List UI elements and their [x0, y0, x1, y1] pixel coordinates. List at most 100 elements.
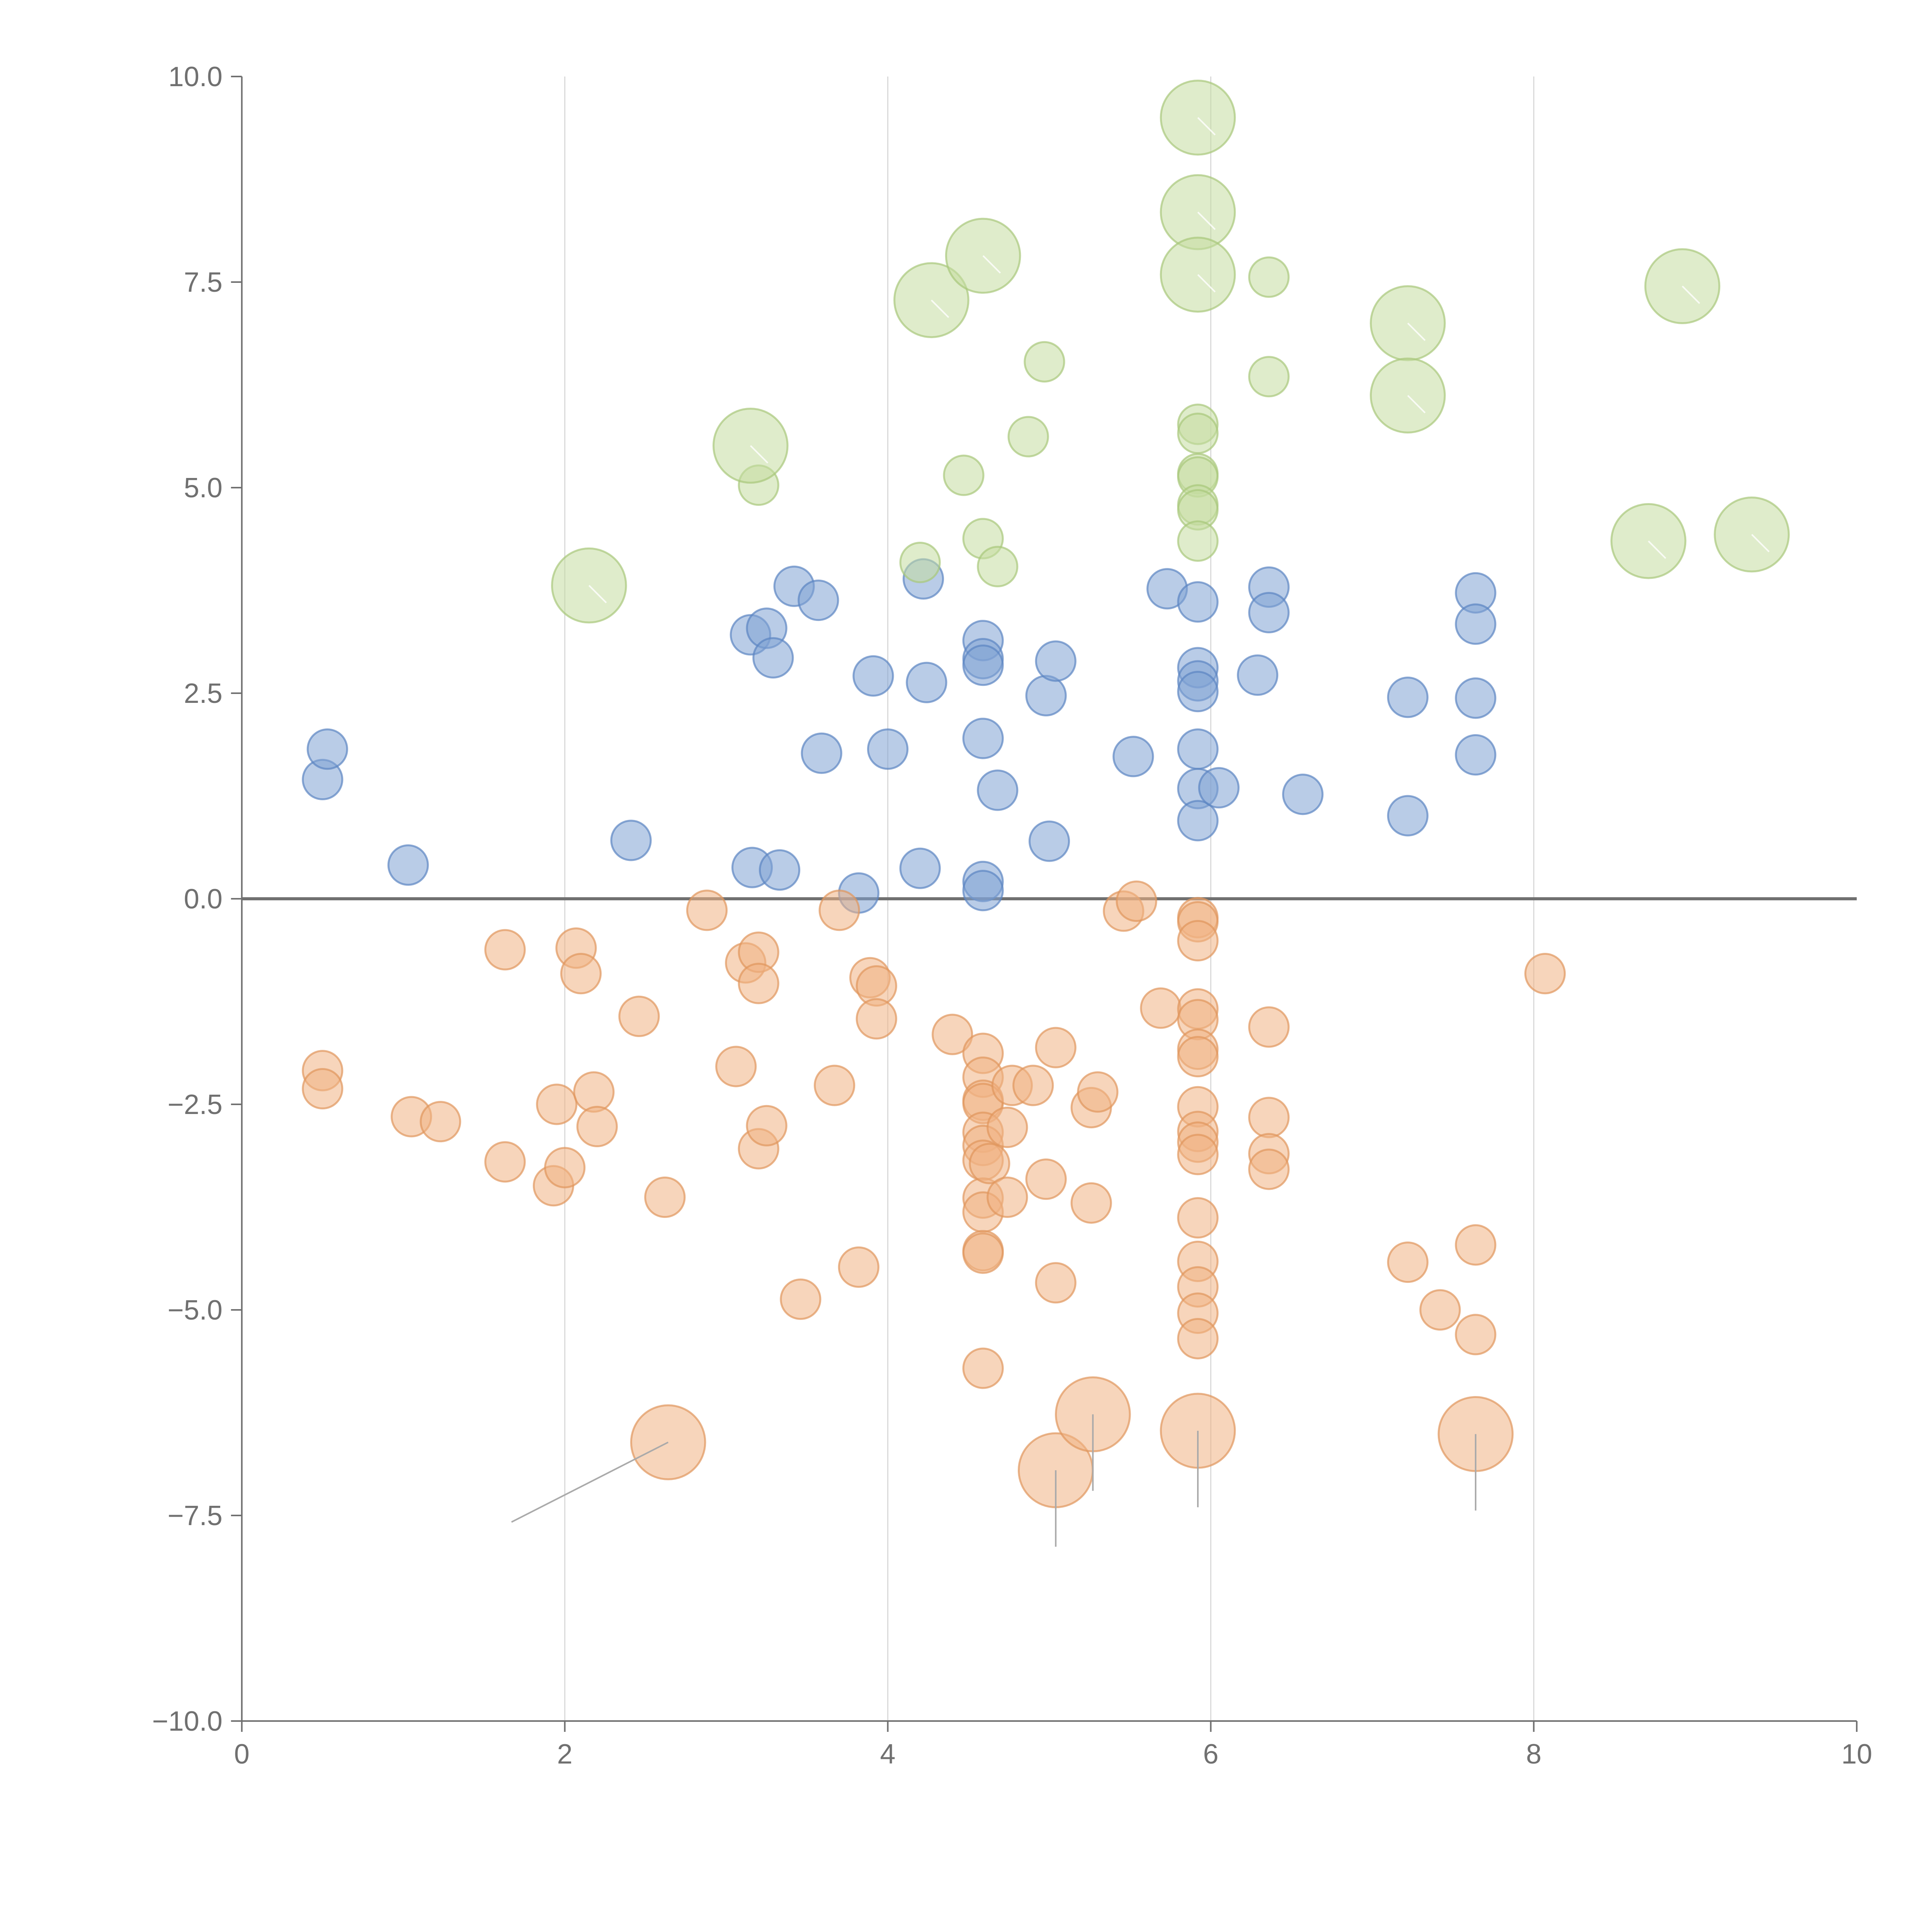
data-point-orange	[484, 929, 526, 971]
leader-line	[931, 299, 949, 318]
data-point-orange	[814, 1065, 855, 1106]
leader-line	[1407, 395, 1426, 413]
x-tick-label: 10	[1841, 1739, 1872, 1770]
data-point-blue	[1282, 774, 1324, 815]
data-point-orange	[986, 1176, 1028, 1218]
data-point-orange	[1035, 1027, 1077, 1068]
data-point-green	[899, 542, 941, 583]
data-point-orange	[962, 1232, 1004, 1274]
data-point-blue	[798, 579, 839, 621]
data-point-blue	[977, 769, 1019, 811]
data-point-blue	[801, 732, 842, 774]
data-point-blue	[1455, 734, 1497, 776]
leader-line	[1197, 117, 1216, 136]
leader-line	[1648, 540, 1667, 559]
data-point-blue	[1177, 581, 1219, 623]
data-point-orange	[536, 1083, 578, 1125]
y-tick-label: 2.5	[184, 678, 223, 709]
data-point-blue	[852, 655, 894, 697]
axes-layer	[231, 75, 1858, 1732]
data-point-blue	[1237, 654, 1279, 696]
data-point-orange	[686, 889, 728, 931]
data-point-green	[1248, 256, 1290, 298]
data-point-orange	[986, 1106, 1028, 1148]
data-point-orange	[1177, 920, 1219, 962]
data-point-orange	[1248, 1148, 1290, 1190]
data-point-blue	[1455, 603, 1497, 645]
data-point-orange	[302, 1068, 344, 1110]
data-point-blue	[906, 662, 947, 703]
data-point-orange	[1177, 1197, 1219, 1239]
data-point-orange	[715, 1046, 757, 1087]
data-point-orange	[838, 1246, 879, 1288]
data-point-orange	[1419, 1289, 1461, 1331]
data-point-orange	[544, 1147, 586, 1189]
data-point-green	[1644, 248, 1721, 324]
data-point-orange	[1177, 1134, 1219, 1175]
data-point-orange	[932, 1014, 973, 1055]
data-point-orange	[1177, 1318, 1219, 1360]
data-point-blue	[387, 844, 429, 886]
data-point-orange	[780, 1278, 821, 1320]
data-point-blue	[1248, 592, 1290, 634]
data-point-blue	[1035, 640, 1077, 682]
leader-line	[750, 445, 769, 464]
data-point-orange	[560, 953, 602, 995]
y-tick-label: 10.0	[168, 61, 223, 92]
x-tick-label: 2	[557, 1739, 573, 1770]
data-point-blue	[1387, 795, 1429, 837]
data-point-orange	[855, 998, 897, 1040]
data-point-green	[1024, 341, 1065, 383]
x-tick-label: 8	[1526, 1739, 1541, 1770]
data-point-orange	[1248, 1006, 1290, 1048]
data-point-orange	[618, 995, 660, 1037]
data-point-blue	[899, 847, 941, 889]
data-point-green	[1177, 520, 1219, 562]
data-point-orange	[818, 889, 860, 931]
data-point-blue	[306, 728, 348, 770]
data-point-blue	[1028, 820, 1070, 862]
y-tick-label: −5.0	[168, 1295, 223, 1326]
data-point-blue	[867, 728, 909, 770]
data-point-blue	[752, 637, 794, 679]
data-point-orange	[1035, 1262, 1077, 1304]
data-point-blue	[962, 645, 1004, 686]
leader-line	[1751, 534, 1770, 553]
data-point-orange	[1524, 953, 1566, 995]
data-point-orange	[484, 1141, 526, 1183]
data-point-orange	[1012, 1065, 1054, 1106]
data-point-orange	[962, 1347, 1004, 1389]
data-point-green	[1370, 357, 1446, 434]
data-point-green	[1160, 236, 1236, 313]
data-point-orange	[969, 1143, 1010, 1184]
leader-line	[588, 585, 607, 604]
data-point-green	[977, 546, 1019, 587]
y-tick-label: −10.0	[152, 1706, 223, 1737]
x-tick-label: 0	[234, 1739, 250, 1770]
y-tick-label: −7.5	[168, 1500, 223, 1531]
data-point-orange	[573, 1071, 615, 1113]
data-point-orange	[1455, 1224, 1497, 1266]
data-point-blue	[962, 718, 1004, 759]
data-point-green	[1248, 356, 1290, 398]
data-point-blue	[962, 870, 1004, 912]
data-point-orange	[1140, 987, 1182, 1029]
data-point-blue	[1177, 800, 1219, 842]
data-point-orange	[644, 1176, 686, 1218]
leader-line	[1197, 211, 1216, 230]
data-point-orange	[1455, 1314, 1497, 1355]
leader-line	[982, 255, 1001, 274]
y-tick-label: −2.5	[168, 1089, 223, 1120]
leader-line	[1407, 322, 1426, 341]
data-point-orange	[1248, 1097, 1290, 1138]
data-point-orange	[1077, 1071, 1119, 1113]
y-tick-label: 0.0	[184, 884, 223, 915]
data-point-blue	[1387, 677, 1429, 718]
y-tick-label: 5.0	[184, 473, 223, 503]
data-point-orange	[738, 963, 779, 1004]
data-point-blue	[1177, 728, 1219, 770]
data-point-blue	[610, 820, 652, 861]
leader-lines-layer	[511, 117, 1770, 1547]
